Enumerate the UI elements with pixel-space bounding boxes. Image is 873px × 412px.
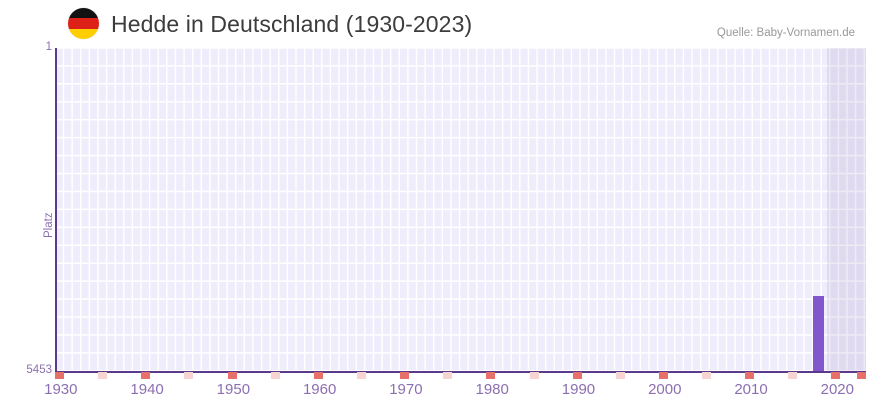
x-axis-tick xyxy=(443,372,453,379)
x-axis-tick xyxy=(98,372,108,379)
x-axis-tick xyxy=(702,372,712,379)
x-axis-tick xyxy=(313,372,323,379)
x-axis-tick xyxy=(658,372,668,379)
y-axis-title: Platz xyxy=(43,212,55,238)
x-axis-tick xyxy=(270,372,280,379)
x-axis-tick xyxy=(55,372,64,379)
x-axis-tick xyxy=(529,372,539,379)
x-axis-tick xyxy=(831,372,841,379)
x-axis-tick xyxy=(572,372,582,379)
x-axis-tick-label: 1930 xyxy=(44,381,78,398)
x-axis-tick-label: 1980 xyxy=(475,381,509,398)
x-axis-tick xyxy=(857,372,866,379)
x-axis-tick xyxy=(745,372,755,379)
german-flag-icon xyxy=(68,8,99,39)
x-axis-tick-label: 1970 xyxy=(389,381,423,398)
y-axis-tick-bottom: 5453 xyxy=(26,364,52,376)
data-bar[interactable] xyxy=(813,295,825,371)
x-axis-labels: 1930 1940 1950 1960 1970 1980 1990 2000 2010 2020 xyxy=(0,381,873,403)
recent-years-shade xyxy=(827,48,866,371)
x-axis-tick-label: 1960 xyxy=(302,381,337,398)
x-axis-tick xyxy=(356,372,366,379)
plot-area: Platz xyxy=(43,48,866,373)
x-axis-tick-label: 1940 xyxy=(130,381,164,398)
x-axis-tick-label: 1990 xyxy=(561,381,596,398)
x-axis-tick-label: 2020 xyxy=(820,381,854,398)
page-title: Hedde in Deutschland (1930-2023) xyxy=(111,11,473,37)
flag-band-black xyxy=(68,8,99,19)
x-axis-tick-label: 1950 xyxy=(216,381,251,398)
plot-grid xyxy=(55,48,866,371)
x-axis-tick xyxy=(227,372,237,379)
y-axis-tick-top: 1 xyxy=(45,41,52,53)
x-axis-tick-label: 2000 xyxy=(648,381,682,398)
y-axis-line xyxy=(55,48,57,371)
x-axis-tick xyxy=(615,372,625,379)
x-axis-tick xyxy=(400,372,410,379)
flag-band-red xyxy=(68,18,99,29)
source-credit: Quelle: Baby-Vornamen.de xyxy=(716,27,855,39)
chart-header: Hedde in Deutschland (1930-2023) Quelle:… xyxy=(0,0,873,48)
x-axis-tick xyxy=(141,372,151,379)
x-axis-tick-label: 2010 xyxy=(734,381,768,398)
x-axis-tick xyxy=(184,372,194,379)
x-axis-line xyxy=(55,371,866,373)
x-axis-tick xyxy=(486,372,496,379)
x-axis-ticks xyxy=(55,372,866,379)
flag-band-gold xyxy=(68,28,99,39)
x-axis-tick xyxy=(788,372,798,379)
